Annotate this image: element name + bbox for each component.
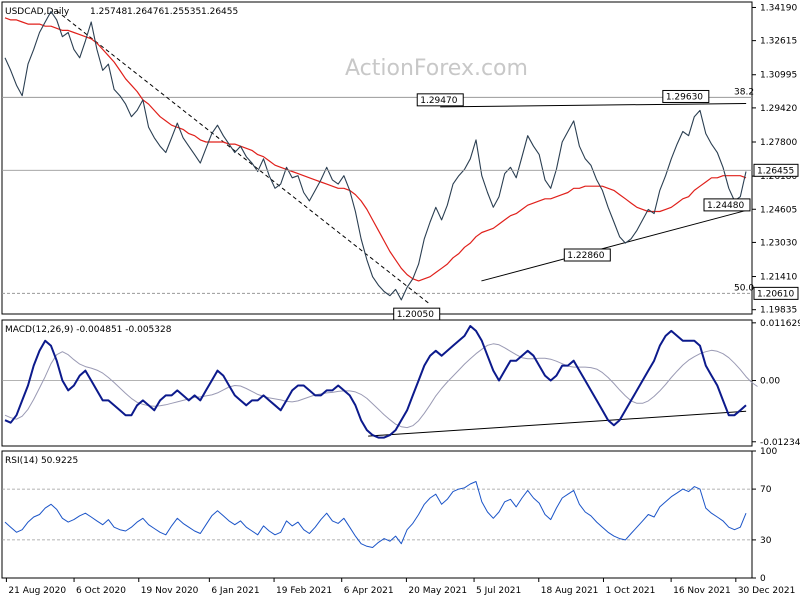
- x-tick-label: 6 Jan 2021: [211, 586, 259, 596]
- macd-label: MACD(12,26,9) -0.004851 -0.005328: [5, 325, 172, 335]
- fib-level-label: 50.0: [734, 283, 754, 293]
- last-price-label: 1.26455: [757, 166, 794, 176]
- rsi-y-tick-label: 30: [760, 536, 772, 546]
- x-tick-label: 20 May 2021: [408, 586, 467, 596]
- rsi-label: RSI(14) 50.9225: [5, 456, 78, 466]
- price-y-tick-label: 1.21410: [760, 273, 797, 283]
- x-tick-label: 21 Aug 2020: [8, 586, 66, 596]
- price-y-tick-label: 1.30995: [760, 71, 797, 81]
- last-price-label-group: 1.26455: [2, 163, 799, 177]
- x-tick-label: 6 Oct 2020: [76, 586, 126, 596]
- fib-levels: 38.2 50.01.20610: [2, 87, 799, 300]
- price-y-tick-label: 1.29420: [760, 104, 797, 114]
- price-annotation-label: 1.29470: [420, 96, 457, 106]
- macd-panel: MACD(12,26,9) -0.004851 -0.005328 0.0116…: [1, 319, 800, 448]
- rsi-panel-frame: [1, 450, 753, 579]
- symbol-label: USDCAD,Daily: [5, 7, 70, 17]
- price-y-tick-label: 1.32615: [760, 37, 797, 47]
- rsi-y-tick-label: 70: [760, 485, 772, 495]
- x-tick-label: 18 Aug 2021: [541, 586, 599, 596]
- macd-line: [4, 325, 747, 439]
- rsi-y-axis: 100 70 30 0: [2, 447, 777, 584]
- macd-y-tick-label: 0.00: [760, 377, 780, 387]
- watermark: ActionForex.com: [345, 56, 528, 81]
- rsi-y-tick-label: 0: [760, 574, 766, 584]
- macd-series: [4, 325, 758, 439]
- price-series: [4, 10, 747, 301]
- macd-y-axis: 0.011629 0.00 -0.012348: [2, 319, 800, 448]
- price-annotation-box: [703, 198, 751, 212]
- price-y-tick-label: 1.24605: [760, 205, 797, 215]
- x-tick-label: 1 Oct 2021: [605, 586, 655, 596]
- fib-price-label: 1.20610: [757, 289, 794, 299]
- last-price-box: [753, 163, 799, 177]
- price-annotation-label: 1.20050: [397, 310, 434, 320]
- price-y-tick-label: 1.27800: [760, 138, 797, 148]
- x-tick-label: 5 Jul 2021: [476, 586, 521, 596]
- price-ma-line: [4, 17, 747, 282]
- rsi-y-tick-label: 100: [760, 447, 777, 457]
- ohlc-high: 1.26476: [127, 7, 164, 17]
- price-trendline: [440, 102, 747, 108]
- price-annotation-box: [416, 93, 464, 107]
- rsi-panel: RSI(14) 50.9225 100 70 30 0: [1, 447, 777, 584]
- ohlc-open: 1.25748: [90, 7, 127, 17]
- macd-trendline-line: [368, 410, 747, 437]
- rsi-series: [4, 481, 747, 548]
- x-tick-label: 19 Nov 2020: [141, 586, 199, 596]
- price-trendline: [56, 10, 429, 304]
- x-tick-label: 16 Nov 2021: [673, 586, 731, 596]
- price-annotation-box: [563, 248, 611, 262]
- price-trendline: [481, 209, 747, 282]
- macd-panel-frame: [1, 319, 753, 447]
- price-trendlines: [56, 10, 747, 304]
- x-axis: 21 Aug 2020 6 Oct 2020 19 Nov 2020 6 Jan 20…: [5, 578, 796, 596]
- fib-level-label: 38.2: [734, 87, 754, 97]
- price-annotation-label: 1.29630: [666, 92, 703, 102]
- price-annotation-label: 1.24480: [707, 201, 744, 211]
- price-panel: USDCAD,Daily 1.25748 1.26476 1.25535 1.2…: [1, 1, 799, 321]
- price-y-tick-label: 1.34190: [760, 3, 797, 13]
- x-tick-label: 6 Apr 2021: [344, 586, 394, 596]
- fib-price-box: [753, 286, 799, 300]
- macd-y-tick-label: 0.011629: [760, 319, 800, 329]
- rsi-line: [4, 481, 747, 548]
- price-line: [4, 10, 747, 301]
- price-y-tick-label: 1.26180: [760, 172, 797, 182]
- macd-trendline: [368, 410, 747, 437]
- ohlc-low: 1.25535: [164, 7, 201, 17]
- x-tick-label: 19 Feb 2021: [276, 586, 332, 596]
- price-y-axis: 1.34190 1.32615 1.30995 1.29420 1.27800 1.261…: [752, 3, 797, 316]
- price-annotation-box: [662, 89, 710, 103]
- price-y-tick-label: 1.23030: [760, 238, 797, 248]
- price-panel-frame: [1, 1, 753, 315]
- price-y-tick-label: 1.19835: [760, 306, 797, 316]
- x-tick-label: 30 Dec 2021: [738, 586, 796, 596]
- ohlc-close: 1.26455: [201, 7, 238, 17]
- macd-signal-line: [4, 343, 758, 429]
- price-annotation-label: 1.22860: [567, 251, 604, 261]
- price-annotations: 1.29470 1.29630 1.22860 1.24480 1.20050: [393, 89, 751, 321]
- macd-y-tick-label: -0.012348: [760, 438, 800, 448]
